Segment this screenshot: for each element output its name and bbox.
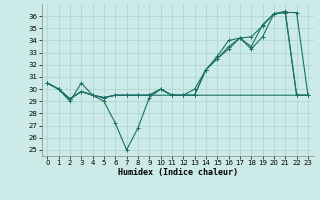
X-axis label: Humidex (Indice chaleur): Humidex (Indice chaleur) <box>118 168 237 177</box>
